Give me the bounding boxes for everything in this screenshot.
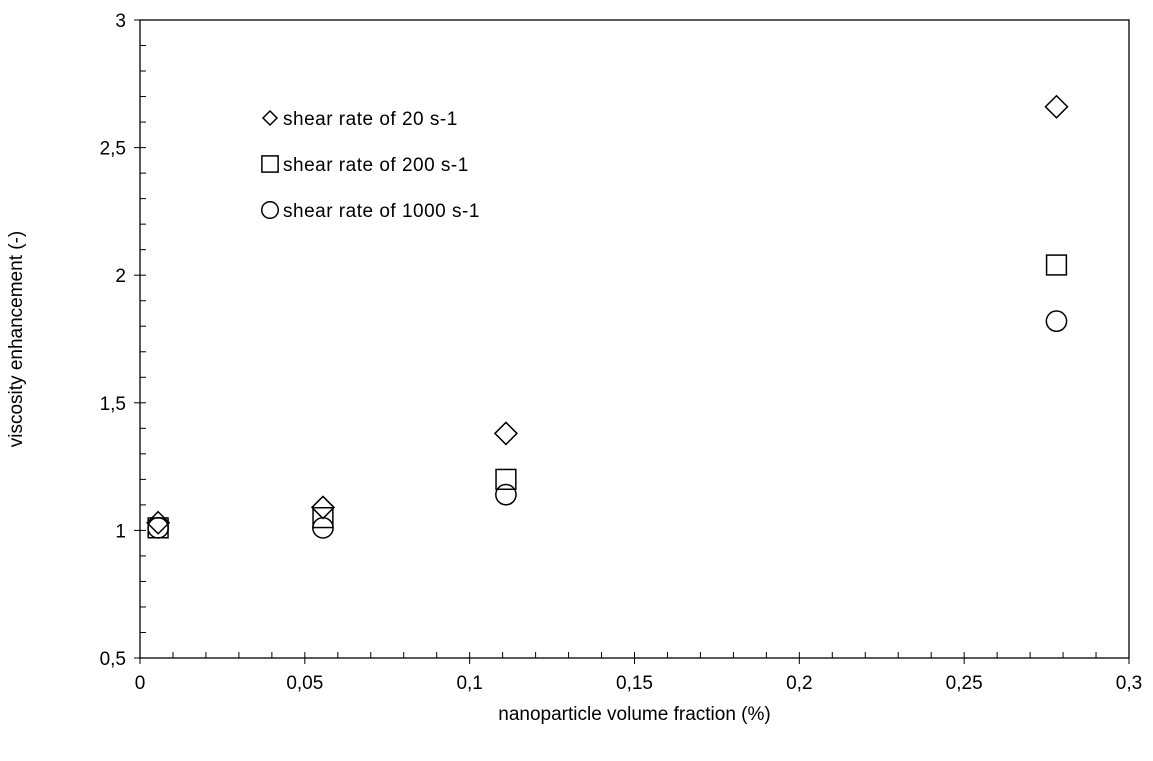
y-tick-label: 1,5: [100, 394, 126, 415]
legend-circle-marker: [260, 200, 280, 220]
diamond-point: [1044, 94, 1069, 119]
diamond-point: [493, 421, 518, 446]
legend-diamond-marker: [261, 109, 279, 127]
x-tick-label: 0,15: [616, 673, 653, 694]
circle-point: [1045, 310, 1068, 333]
tick-labels: 0 0,05 0,1 0,15 0,2 0,25 0,3 0,5 1 1,5 2 2,5 3: [100, 11, 1143, 694]
data-points: [146, 94, 1069, 539]
y-tick-label: 2,5: [100, 139, 126, 160]
circle-point: [495, 483, 517, 506]
square-point: [495, 468, 517, 491]
diamond-point: [146, 510, 171, 535]
circle-point: [147, 516, 170, 539]
legend-label: shear rate of 200 s-1: [283, 155, 469, 176]
legend: shear rate of 20 s-1 shear rate of 200 s-…: [260, 109, 480, 222]
axes: [134, 19, 1130, 664]
x-tick-label: 0,2: [786, 673, 812, 694]
x-tick-label: 0,1: [456, 673, 482, 694]
legend-square-marker: [261, 155, 279, 173]
y-tick-label: 3: [115, 11, 126, 32]
y-axis-label: viscosity enhancement (-): [6, 231, 27, 447]
square-point: [1045, 254, 1068, 276]
x-tick-label: 0,3: [1116, 673, 1142, 694]
x-tick-label: 0,25: [946, 673, 983, 694]
y-tick-label: 0,5: [100, 649, 126, 670]
x-tick-label: 0,05: [286, 673, 323, 694]
legend-label: shear rate of 20 s-1: [283, 109, 458, 130]
y-tick-label: 2: [115, 266, 126, 287]
y-tick-label: 1: [115, 521, 126, 542]
circle-point: [312, 516, 334, 539]
legend-label: shear rate of 1000 s-1: [283, 201, 480, 222]
square-point: [312, 506, 334, 529]
x-tick-label: 0: [135, 673, 146, 694]
x-axis-label: nanoparticle volume fraction (%): [498, 704, 770, 725]
